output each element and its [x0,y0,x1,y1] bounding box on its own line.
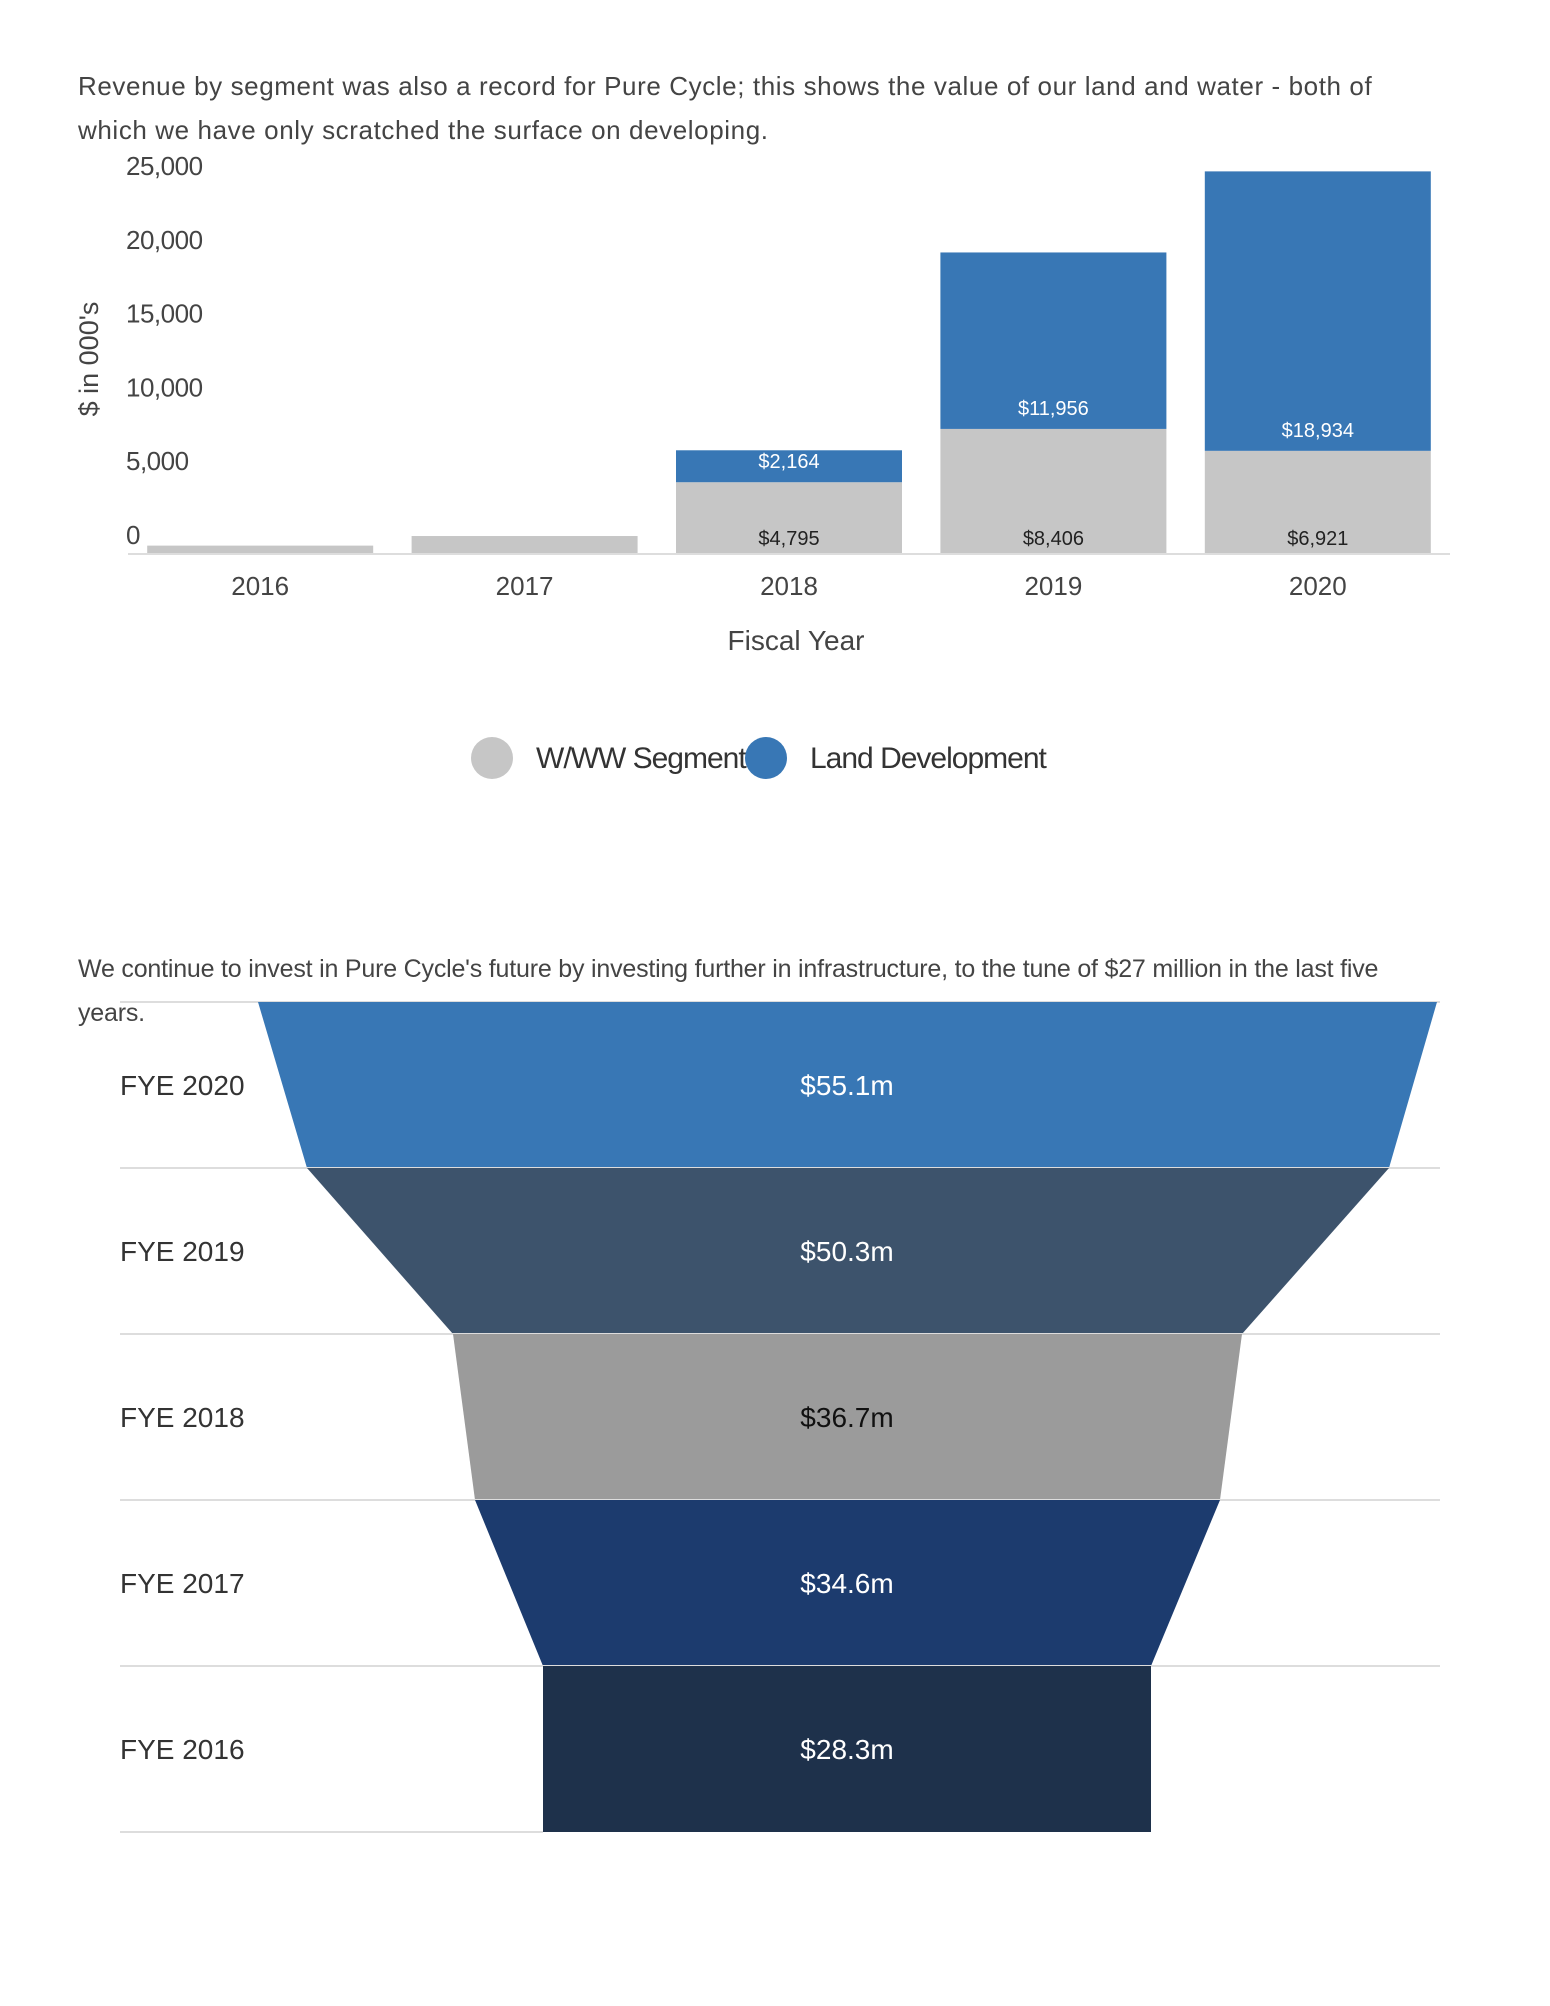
y-tick-label: 20,000 [126,225,203,255]
y-tick-label: 25,000 [126,151,203,181]
funnel-category-label: FYE 2017 [120,1568,245,1599]
funnel-category-label: FYE 2020 [120,1070,245,1101]
funnel-segment [258,1002,1437,1168]
funnel-value-label: $34.6m [800,1568,893,1599]
bar-wwww-segment [1204,450,1431,553]
data-label-wwww: $8,406 [1023,528,1084,550]
legend-swatch-land [745,737,787,779]
revenue-by-segment-chart: 0 5,000 10,000 15,000 20,000 25,000 $ in 000's… [74,151,1450,779]
funnel-category-label: FYE 2019 [120,1236,245,1267]
funnel-segment [475,1500,1220,1666]
bar-wwww-segment [940,428,1167,553]
funnel-segment [543,1666,1151,1832]
data-label-land: $18,934 [1282,420,1354,442]
funnel-value-label: $50.3m [800,1236,893,1267]
funnel-segment [453,1334,1242,1500]
funnel-segment [307,1168,1389,1334]
bar-land-development [940,252,1167,429]
legend-label-land: Land Development [810,742,1048,775]
bar-land-development [676,450,902,483]
legend-swatch-wwww [471,737,513,779]
bar-chart-intro-text: Revenue by segment was also a record for… [78,71,1373,145]
y-tick-label: 10,000 [126,372,203,402]
bar-wwww-segment [676,482,902,553]
y-tick-label: 0 [126,520,140,550]
funnel-chart-intro-text: We continue to invest in Pure Cycle's fu… [78,955,1379,1027]
bar-wwww-segment [147,545,374,553]
bar-wwww-segment [411,536,638,553]
data-label-wwww: $6,921 [1287,528,1348,550]
legend-label-wwww: W/WW Segment [536,742,747,775]
funnel-value-label: $36.7m [800,1402,893,1433]
data-label-land: $2,164 [758,451,819,473]
funnel-value-label: $55.1m [800,1070,893,1101]
x-tick-label: 2016 [231,571,289,601]
y-tick-label: 15,000 [126,299,203,329]
data-label-land: $11,956 [1018,398,1089,420]
x-axis-label: Fiscal Year [728,625,865,656]
x-tick-label: 2019 [1024,571,1082,601]
x-tick-label: 2018 [760,571,818,601]
y-tick-label: 5,000 [126,446,189,476]
funnel-value-label: $28.3m [800,1734,893,1765]
bar-land-development [1204,171,1431,451]
y-axis-label: $ in 000's [74,302,104,417]
data-label-wwww: $4,795 [758,528,819,550]
x-tick-label: 2017 [496,571,554,601]
funnel-category-label: FYE 2018 [120,1402,245,1433]
x-tick-label: 2020 [1289,571,1347,601]
funnel-category-label: FYE 2016 [120,1734,245,1765]
